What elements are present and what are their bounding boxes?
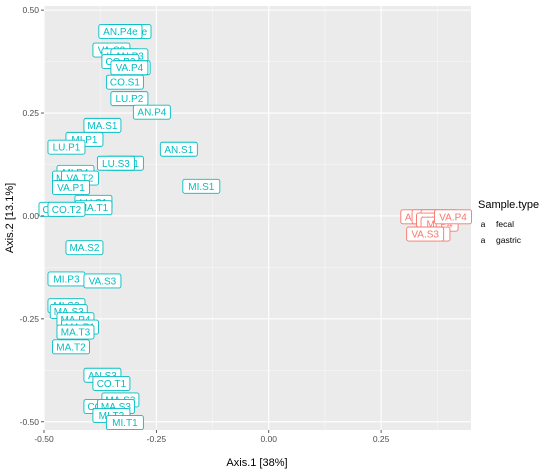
- point-label-gastric: AN.P4e: [98, 24, 143, 39]
- point-label-fecal: VA.P4: [434, 209, 472, 225]
- point-label-gastric: MA.S1: [83, 117, 122, 133]
- point-label-text: MA.T2: [56, 342, 86, 353]
- y-tick-label: 0.00: [22, 211, 39, 221]
- point-label-gastric: MA.S2: [65, 240, 104, 256]
- point-label-box: [434, 209, 472, 225]
- point-label-gastric: CO.T2: [47, 201, 86, 217]
- legend-label: gastric: [496, 235, 522, 245]
- point-label-gastric: LU.S3: [96, 155, 135, 171]
- point-label-text: CO.T1: [97, 379, 127, 390]
- point-label-box: [105, 415, 144, 431]
- point-label-text: MI.P3: [53, 274, 80, 285]
- point-label-text: AN.P4e: [103, 27, 138, 38]
- point-label-text: MA.T1: [79, 203, 109, 214]
- point-label-text: CO.T2: [52, 205, 82, 216]
- point-label-box: [105, 74, 144, 90]
- point-label-gastric: LU.P2: [110, 91, 149, 107]
- point-label-text: VA.S3: [89, 276, 117, 287]
- point-label-text: LU.P1: [53, 143, 81, 154]
- point-label-text: VA.T2: [66, 174, 93, 185]
- point-label-text: VA.P4: [439, 212, 467, 223]
- point-labels: CO.P4eAN.P4eVA.S2LU.P4AN.P3CO.P3VA.P3VA.…: [38, 24, 472, 431]
- point-label-box: [182, 178, 221, 194]
- legend-title: Sample.type: [478, 199, 539, 211]
- point-label-text: MA.S1: [87, 121, 117, 132]
- x-tick-label: -0.50: [34, 434, 54, 444]
- legend-key: a: [481, 219, 486, 229]
- x-axis-ticks: -0.50 -0.25 0.00 0.25: [34, 430, 390, 444]
- y-axis-title: Axis.2 [13.1%]: [4, 183, 16, 253]
- point-label-box: [96, 155, 135, 171]
- point-label-box: [83, 273, 122, 289]
- point-label-box: [92, 376, 131, 391]
- point-label-gastric: CO.T1: [92, 376, 131, 391]
- point-label-gastric: AN.S1: [159, 141, 198, 157]
- point-label-box: [56, 324, 95, 340]
- x-axis-title: Axis.1 [38%]: [226, 457, 287, 469]
- point-label-text: MA.S3: [101, 402, 131, 413]
- point-label-text: MI.T1: [112, 418, 138, 429]
- point-label-gastric: MI.S1: [182, 178, 221, 194]
- point-label-box: [132, 104, 171, 120]
- point-label-gastric: VA.P4: [110, 60, 149, 76]
- point-label-text: AN.P4: [137, 108, 166, 119]
- legend-key: a: [481, 235, 486, 245]
- point-label-text: VA.P1: [57, 183, 85, 194]
- y-tick-label: -0.25: [20, 314, 40, 324]
- y-tick-label: 0.25: [22, 108, 39, 118]
- point-label-text: MI.P4: [426, 220, 453, 231]
- point-label-box: [159, 141, 198, 157]
- point-label-text: CO.S1: [110, 78, 140, 89]
- point-label-text: MI.S1: [188, 182, 215, 193]
- point-label-box: [406, 226, 445, 242]
- point-label-text: AN.S1: [164, 145, 193, 156]
- y-tick-label: -0.50: [20, 417, 40, 427]
- point-label-box: [52, 180, 90, 195]
- point-label-text: VA.P4: [116, 63, 144, 74]
- point-label-text: MA.S2: [69, 243, 99, 254]
- point-label-box: [47, 201, 86, 217]
- y-axis-ticks: -0.50 -0.25 0.00 0.25 0.50: [20, 5, 44, 427]
- point-label-gastric: MA.T2: [52, 339, 90, 355]
- point-label-box: [110, 91, 149, 107]
- point-label-gastric: VA.S3: [83, 273, 122, 289]
- point-label-box: [65, 240, 104, 256]
- point-label-gastric: MA.T3: [56, 324, 95, 340]
- point-label-box: [52, 339, 90, 355]
- point-label-gastric: AN.P4: [132, 104, 171, 120]
- legend-entry-gastric: a gastric: [481, 235, 522, 245]
- point-label-box: [98, 24, 143, 39]
- point-label-gastric: MI.T1: [105, 415, 144, 431]
- point-label-text: LU.P2: [116, 94, 144, 105]
- x-tick-label: -0.25: [147, 434, 167, 444]
- x-tick-label: 0.00: [260, 434, 277, 444]
- point-label-gastric: LU.P1: [47, 139, 86, 155]
- legend-entry-fecal: a fecal: [481, 219, 514, 229]
- x-tick-label: 0.25: [373, 434, 390, 444]
- point-label-text: MA.T3: [61, 328, 91, 339]
- y-tick-label: 0.50: [22, 5, 39, 15]
- legend-label: fecal: [496, 219, 514, 229]
- point-label-gastric: MI.P3: [47, 271, 86, 287]
- point-label-text: VA.S3: [411, 230, 439, 241]
- point-label-box: [47, 139, 86, 155]
- point-label-gastric: CO.S1: [105, 74, 144, 90]
- point-label-text: LU.S3: [102, 159, 130, 170]
- point-label-fecal: VA.S3: [406, 226, 445, 242]
- point-label-gastric: VA.P1: [52, 180, 90, 195]
